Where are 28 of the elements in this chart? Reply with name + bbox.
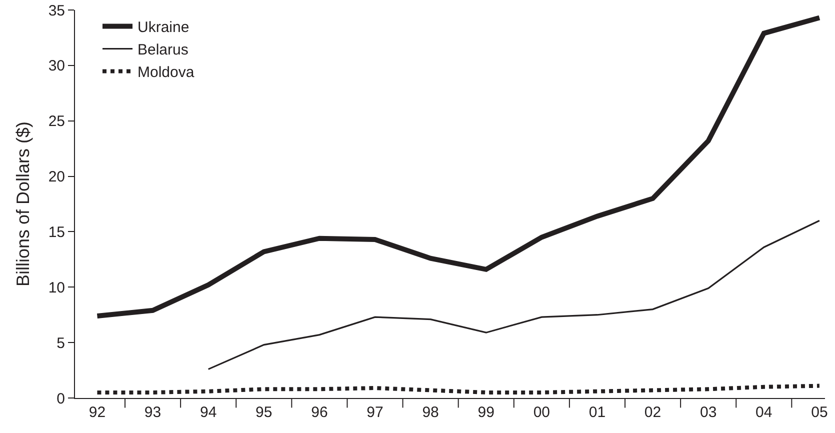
y-axis-title: Billions of Dollars ($) <box>13 121 33 287</box>
x-tick-label: 03 <box>700 404 717 421</box>
legend-label: Ukraine <box>138 19 190 36</box>
x-tick-label: 95 <box>256 404 272 421</box>
x-tick-label: 92 <box>88 404 106 421</box>
x-tick-label: 93 <box>144 404 162 421</box>
x-tick-label: 99 <box>478 404 494 421</box>
x-tick-label: 02 <box>644 404 662 421</box>
y-tick-label: 0 <box>56 390 65 408</box>
y-tick-label: 5 <box>56 334 65 352</box>
y-tick-label: 35 <box>48 2 65 20</box>
y-tick-label: 20 <box>48 168 65 186</box>
x-tick-label: 96 <box>311 404 328 421</box>
x-tick-label: 01 <box>588 404 606 421</box>
legend-label: Belarus <box>138 42 188 59</box>
y-tick-label: 25 <box>48 113 65 130</box>
x-tick-label: 04 <box>756 404 772 421</box>
x-tick-label: 05 <box>811 404 828 421</box>
y-tick-label: 10 <box>48 279 65 296</box>
legend-label: Moldova <box>138 64 195 82</box>
x-tick-label: 94 <box>200 404 217 421</box>
x-tick-label: 98 <box>422 404 439 421</box>
line-series <box>208 220 820 370</box>
line-series <box>95 384 822 394</box>
y-tick-label: 30 <box>48 58 65 75</box>
x-tick-label: 97 <box>366 404 384 421</box>
y-tick-label: 15 <box>48 224 65 241</box>
x-tick-label: 00 <box>533 404 550 421</box>
